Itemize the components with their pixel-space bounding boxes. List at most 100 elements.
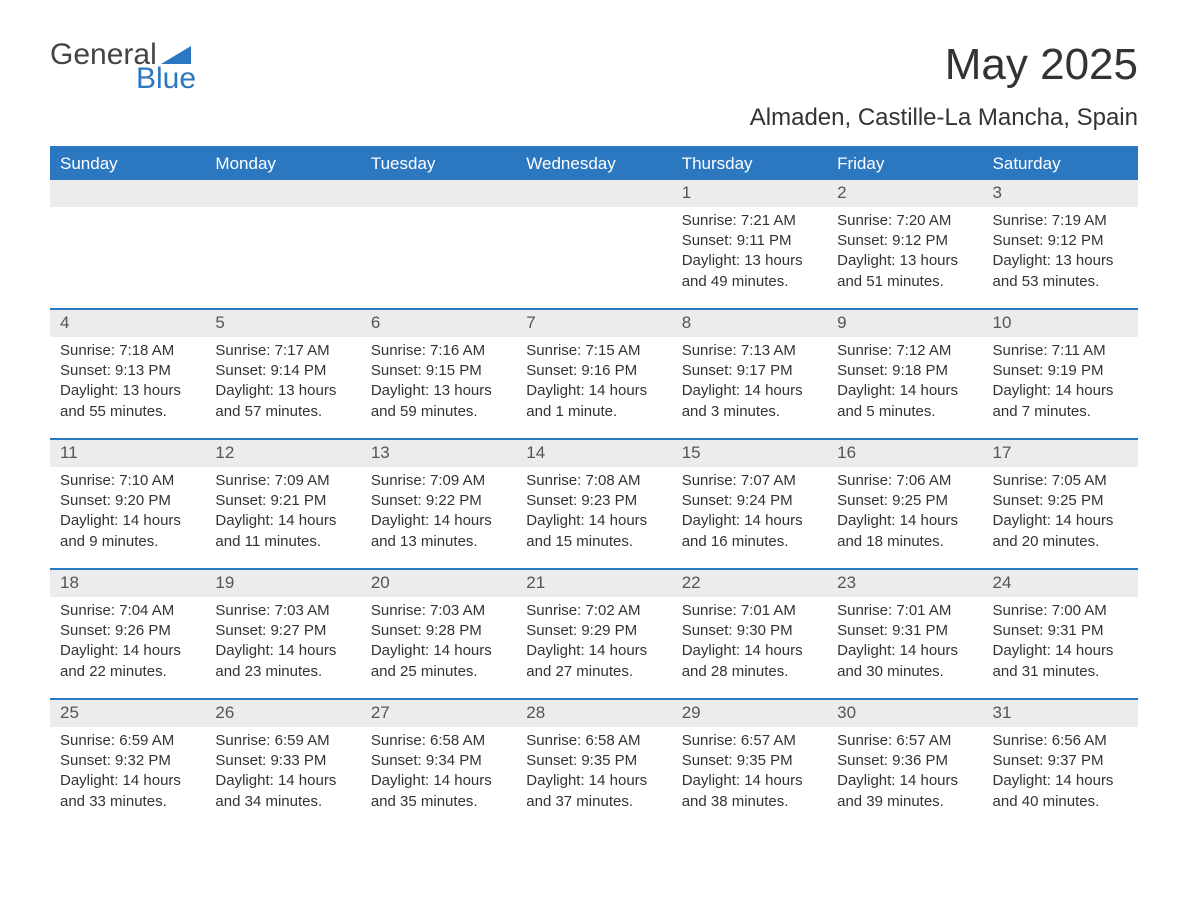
sunrise-value: 7:20 AM	[896, 212, 951, 229]
sunrise-label: Sunrise:	[682, 472, 737, 489]
day-number: 7	[516, 310, 671, 337]
sunset-label: Sunset:	[215, 622, 266, 639]
sunrise-line: Sunrise: 6:59 AM	[215, 731, 350, 751]
sunset-label: Sunset:	[215, 752, 266, 769]
sunset-line: Sunset: 9:29 PM	[526, 621, 661, 641]
calendar-header-row: SundayMondayTuesdayWednesdayThursdayFrid…	[50, 148, 1138, 180]
calendar-cell: 16Sunrise: 7:06 AMSunset: 9:25 PMDayligh…	[827, 440, 982, 568]
sunset-line: Sunset: 9:23 PM	[526, 491, 661, 511]
calendar-cell: 4Sunrise: 7:18 AMSunset: 9:13 PMDaylight…	[50, 310, 205, 438]
sunrise-label: Sunrise:	[993, 472, 1048, 489]
day-body: Sunrise: 7:10 AMSunset: 9:20 PMDaylight:…	[50, 467, 205, 560]
sunset-line: Sunset: 9:18 PM	[837, 361, 972, 381]
sunrise-label: Sunrise:	[682, 732, 737, 749]
sunset-line: Sunset: 9:16 PM	[526, 361, 661, 381]
sunset-value: 9:11 PM	[737, 232, 792, 249]
day-number: 23	[827, 570, 982, 597]
daylight-line: Daylight: 14 hours and 9 minutes.	[60, 511, 195, 552]
sunrise-line: Sunrise: 7:12 AM	[837, 341, 972, 361]
sunset-label: Sunset:	[371, 752, 422, 769]
sunrise-line: Sunrise: 6:59 AM	[60, 731, 195, 751]
weekday-header: Friday	[827, 148, 982, 180]
day-body: Sunrise: 6:59 AMSunset: 9:32 PMDaylight:…	[50, 727, 205, 820]
sunset-line: Sunset: 9:11 PM	[682, 231, 817, 251]
day-number: 10	[983, 310, 1138, 337]
sunset-value: 9:26 PM	[115, 622, 171, 639]
sunrise-line: Sunrise: 7:11 AM	[993, 341, 1128, 361]
sunrise-label: Sunrise:	[837, 342, 892, 359]
sunrise-label: Sunrise:	[526, 472, 581, 489]
calendar-cell: 29Sunrise: 6:57 AMSunset: 9:35 PMDayligh…	[672, 700, 827, 828]
sunset-label: Sunset:	[993, 232, 1044, 249]
sunrise-line: Sunrise: 6:58 AM	[526, 731, 661, 751]
sunrise-value: 6:57 AM	[741, 732, 796, 749]
calendar-cell: 5Sunrise: 7:17 AMSunset: 9:14 PMDaylight…	[205, 310, 360, 438]
sunrise-label: Sunrise:	[60, 342, 115, 359]
sunrise-line: Sunrise: 7:09 AM	[215, 471, 350, 491]
sunrise-value: 7:00 AM	[1052, 602, 1107, 619]
day-number: 26	[205, 700, 360, 727]
sunrise-value: 6:58 AM	[430, 732, 485, 749]
sunset-value: 9:16 PM	[581, 362, 637, 379]
calendar-cell-empty	[516, 180, 671, 308]
daylight-line: Daylight: 14 hours and 27 minutes.	[526, 641, 661, 682]
sunrise-line: Sunrise: 7:20 AM	[837, 211, 972, 231]
daylight-label: Daylight:	[60, 512, 118, 529]
sunrise-label: Sunrise:	[371, 472, 426, 489]
sunset-value: 9:31 PM	[1048, 622, 1104, 639]
sunrise-label: Sunrise:	[526, 602, 581, 619]
sunrise-value: 7:11 AM	[1052, 342, 1106, 359]
daylight-label: Daylight:	[837, 772, 895, 789]
day-body: Sunrise: 7:17 AMSunset: 9:14 PMDaylight:…	[205, 337, 360, 430]
sunrise-line: Sunrise: 7:10 AM	[60, 471, 195, 491]
weekday-header: Tuesday	[361, 148, 516, 180]
sunrise-label: Sunrise:	[993, 212, 1048, 229]
day-number: 5	[205, 310, 360, 337]
calendar-week: 18Sunrise: 7:04 AMSunset: 9:26 PMDayligh…	[50, 568, 1138, 698]
daylight-line: Daylight: 13 hours and 53 minutes.	[993, 251, 1128, 292]
sunrise-value: 7:16 AM	[430, 342, 485, 359]
sunrise-value: 7:10 AM	[119, 472, 174, 489]
sunrise-label: Sunrise:	[60, 472, 115, 489]
sunrise-line: Sunrise: 7:00 AM	[993, 601, 1128, 621]
day-number: 29	[672, 700, 827, 727]
sunset-line: Sunset: 9:22 PM	[371, 491, 506, 511]
daylight-line: Daylight: 14 hours and 3 minutes.	[682, 381, 817, 422]
sunrise-label: Sunrise:	[371, 342, 426, 359]
sunset-value: 9:28 PM	[426, 622, 482, 639]
calendar-body: 1Sunrise: 7:21 AMSunset: 9:11 PMDaylight…	[50, 180, 1138, 828]
calendar-cell: 17Sunrise: 7:05 AMSunset: 9:25 PMDayligh…	[983, 440, 1138, 568]
day-number: 4	[50, 310, 205, 337]
sunset-line: Sunset: 9:13 PM	[60, 361, 195, 381]
day-number: 3	[983, 180, 1138, 207]
day-body: Sunrise: 7:01 AMSunset: 9:30 PMDaylight:…	[672, 597, 827, 690]
calendar-cell: 23Sunrise: 7:01 AMSunset: 9:31 PMDayligh…	[827, 570, 982, 698]
sunrise-value: 7:03 AM	[275, 602, 330, 619]
daylight-line: Daylight: 14 hours and 13 minutes.	[371, 511, 506, 552]
sunset-line: Sunset: 9:19 PM	[993, 361, 1128, 381]
day-number	[50, 180, 205, 207]
day-number: 28	[516, 700, 671, 727]
sunrise-label: Sunrise:	[837, 602, 892, 619]
day-number: 22	[672, 570, 827, 597]
daylight-label: Daylight:	[215, 772, 273, 789]
daylight-line: Daylight: 14 hours and 28 minutes.	[682, 641, 817, 682]
day-body: Sunrise: 6:59 AMSunset: 9:33 PMDaylight:…	[205, 727, 360, 820]
sunrise-label: Sunrise:	[837, 732, 892, 749]
sunrise-value: 7:05 AM	[1052, 472, 1107, 489]
sunrise-line: Sunrise: 7:02 AM	[526, 601, 661, 621]
daylight-label: Daylight:	[526, 382, 584, 399]
sunrise-line: Sunrise: 6:56 AM	[993, 731, 1128, 751]
day-body: Sunrise: 7:00 AMSunset: 9:31 PMDaylight:…	[983, 597, 1138, 690]
day-number: 8	[672, 310, 827, 337]
weekday-header: Thursday	[672, 148, 827, 180]
daylight-line: Daylight: 14 hours and 38 minutes.	[682, 771, 817, 812]
calendar-cell: 19Sunrise: 7:03 AMSunset: 9:27 PMDayligh…	[205, 570, 360, 698]
sunset-line: Sunset: 9:28 PM	[371, 621, 506, 641]
day-number: 30	[827, 700, 982, 727]
daylight-label: Daylight:	[60, 382, 118, 399]
sunrise-line: Sunrise: 7:08 AM	[526, 471, 661, 491]
sunrise-line: Sunrise: 7:03 AM	[215, 601, 350, 621]
daylight-label: Daylight:	[993, 772, 1051, 789]
sunrise-line: Sunrise: 7:05 AM	[993, 471, 1128, 491]
